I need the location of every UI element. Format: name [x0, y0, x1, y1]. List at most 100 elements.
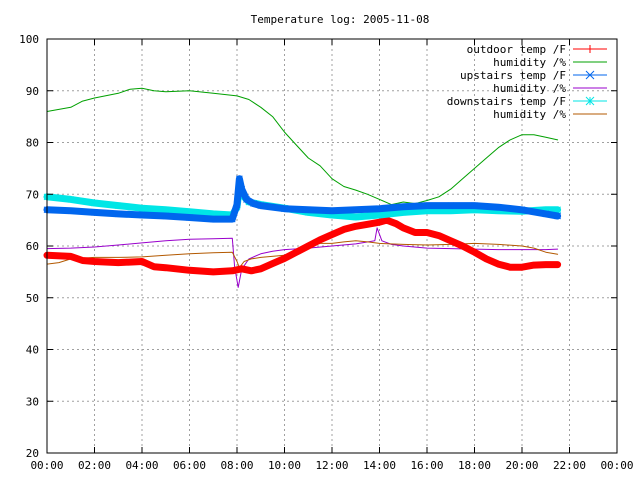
data-point — [304, 206, 312, 214]
y-tick-label: 90 — [26, 85, 39, 98]
data-point — [459, 243, 466, 249]
data-point — [317, 236, 324, 243]
series-line — [43, 175, 562, 223]
data-point — [383, 217, 390, 224]
data-point — [210, 268, 217, 275]
data-point — [424, 229, 430, 236]
data-point — [138, 211, 146, 219]
data-point — [376, 211, 383, 219]
data-point — [91, 199, 98, 207]
grid — [47, 39, 617, 453]
y-tick-label: 80 — [26, 137, 39, 150]
data-point — [352, 206, 360, 214]
x-tick-label: 22:00 — [553, 459, 586, 472]
data-point — [586, 45, 594, 53]
data-point — [238, 185, 246, 193]
x-tick-label: 02:00 — [78, 459, 111, 472]
data-point — [293, 249, 300, 256]
data-point — [228, 215, 236, 223]
data-point — [554, 206, 561, 214]
data-point — [150, 263, 157, 270]
data-point — [238, 265, 245, 272]
series-0 — [43, 216, 562, 276]
data-point — [91, 209, 98, 216]
data-point — [91, 258, 98, 265]
legend-label: humidity /% — [493, 56, 566, 69]
data-point — [585, 70, 595, 80]
data-point — [412, 229, 419, 236]
legend-label: humidity /% — [493, 82, 566, 95]
data-point — [507, 264, 514, 271]
data-point — [281, 205, 288, 213]
chart-title: Temperature log: 2005-11-08 — [251, 13, 430, 26]
data-point — [554, 261, 561, 268]
series-line — [46, 227, 559, 288]
data-point — [483, 255, 490, 262]
x-tick-label: 18:00 — [458, 459, 491, 472]
data-point — [352, 213, 360, 221]
data-point — [328, 207, 336, 215]
data-point — [495, 261, 502, 268]
data-point — [518, 206, 526, 214]
data-point — [305, 243, 312, 249]
data-point — [186, 208, 193, 216]
series-1 — [46, 87, 559, 206]
data-point — [114, 210, 122, 218]
data-point — [364, 221, 371, 228]
data-point — [400, 224, 407, 231]
data-point — [115, 259, 122, 266]
data-point — [114, 202, 122, 209]
data-point — [447, 202, 455, 209]
series-layer — [43, 87, 562, 288]
data-point — [530, 262, 537, 269]
data-point — [281, 255, 288, 262]
data-point — [399, 203, 407, 211]
data-point — [554, 212, 561, 220]
data-point — [376, 205, 383, 213]
data-point — [236, 175, 243, 183]
data-point — [471, 249, 478, 256]
x-tick-label: 06:00 — [173, 459, 206, 472]
y-tick-label: 20 — [26, 447, 39, 460]
data-point — [542, 210, 550, 218]
legend-label: downstairs temp /F — [447, 95, 566, 108]
y-tick-label: 30 — [26, 395, 39, 408]
data-point — [340, 226, 347, 233]
series-3 — [46, 227, 559, 288]
data-point — [269, 260, 276, 267]
data-point — [162, 212, 170, 220]
data-point — [162, 264, 169, 271]
data-point — [435, 232, 442, 239]
data-point — [162, 206, 170, 214]
legend-label: upstairs temp /F — [460, 69, 566, 82]
x-tick-label: 00:00 — [30, 459, 63, 472]
data-point — [139, 258, 145, 265]
data-point — [329, 231, 335, 238]
data-point — [542, 261, 549, 268]
data-point — [186, 214, 193, 221]
data-point — [248, 267, 255, 274]
data-point — [250, 200, 257, 207]
y-tick-label: 50 — [26, 292, 39, 305]
data-point — [79, 257, 86, 264]
series-line — [46, 87, 559, 206]
data-point — [186, 267, 193, 274]
y-tick-label: 60 — [26, 240, 39, 253]
y-axis: 20 30 40 50 60 70 80 90 100 — [19, 33, 617, 460]
y-tick-label: 100 — [19, 33, 39, 46]
legend-label: humidity /% — [493, 108, 566, 121]
x-tick-label: 04:00 — [125, 459, 158, 472]
x-tick-label: 20:00 — [505, 459, 538, 472]
data-point — [585, 96, 595, 106]
y-tick-label: 40 — [26, 344, 39, 357]
x-axis: 00:00 02:00 04:00 06:00 08:00 10:00 12:00 14:00… — [30, 39, 634, 472]
legend-label: outdoor temp /F — [467, 43, 566, 56]
data-point — [393, 220, 400, 227]
data-point — [257, 202, 265, 209]
data-point — [447, 237, 454, 244]
x-tick-label: 14:00 — [363, 459, 396, 472]
x-tick-label: 16:00 — [410, 459, 443, 472]
data-point — [471, 202, 478, 209]
